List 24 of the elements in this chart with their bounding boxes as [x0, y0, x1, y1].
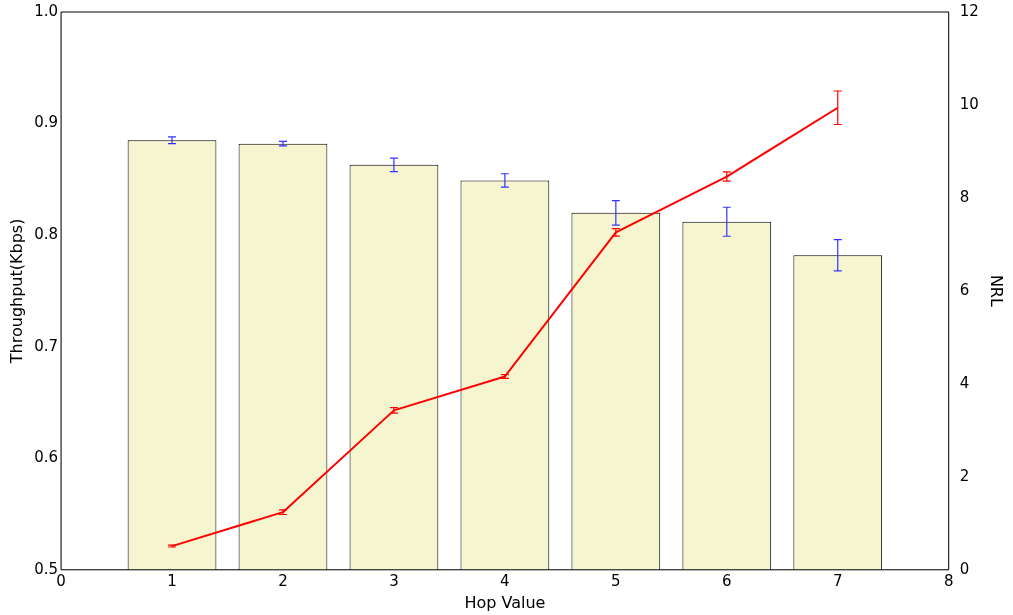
y-tick-label: 1.0	[34, 1, 59, 20]
x-tick-label: 6	[722, 571, 732, 590]
y2-tick-label: 6	[959, 280, 970, 299]
x-tick-label: 2	[278, 571, 288, 590]
x-tick-label: 0	[56, 571, 66, 590]
y2-axis-title: NRL	[987, 274, 1007, 307]
y-tick-label: 0.9	[34, 113, 59, 132]
y2-tick-label: 12	[959, 1, 979, 20]
x-tick-label: 7	[832, 571, 843, 590]
y-axis-title: Throughput(Kbps)	[6, 218, 26, 365]
x-tick-label: 3	[389, 571, 399, 590]
y2-tick-label: 8	[959, 187, 970, 206]
y-tick-label: 0.8	[34, 225, 59, 244]
y2-tick-label: 10	[959, 94, 979, 113]
x-tick-label: 4	[500, 571, 510, 590]
y-tick-label: 0.6	[34, 448, 59, 467]
x-tick-label: 8	[943, 571, 954, 590]
y2-tick-label: 2	[959, 466, 970, 485]
x-tick-label: 5	[611, 571, 621, 590]
y2-tick-label: 0	[959, 559, 970, 578]
y2-tick-label: 4	[959, 373, 970, 392]
x-tick-label: 1	[167, 571, 177, 590]
x-axis-title: Hop Value	[464, 592, 546, 612]
y-tick-label: 0.7	[34, 336, 59, 355]
